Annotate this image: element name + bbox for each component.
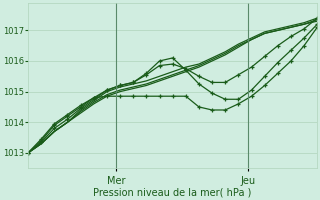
X-axis label: Pression niveau de la mer( hPa ): Pression niveau de la mer( hPa ) — [93, 187, 252, 197]
